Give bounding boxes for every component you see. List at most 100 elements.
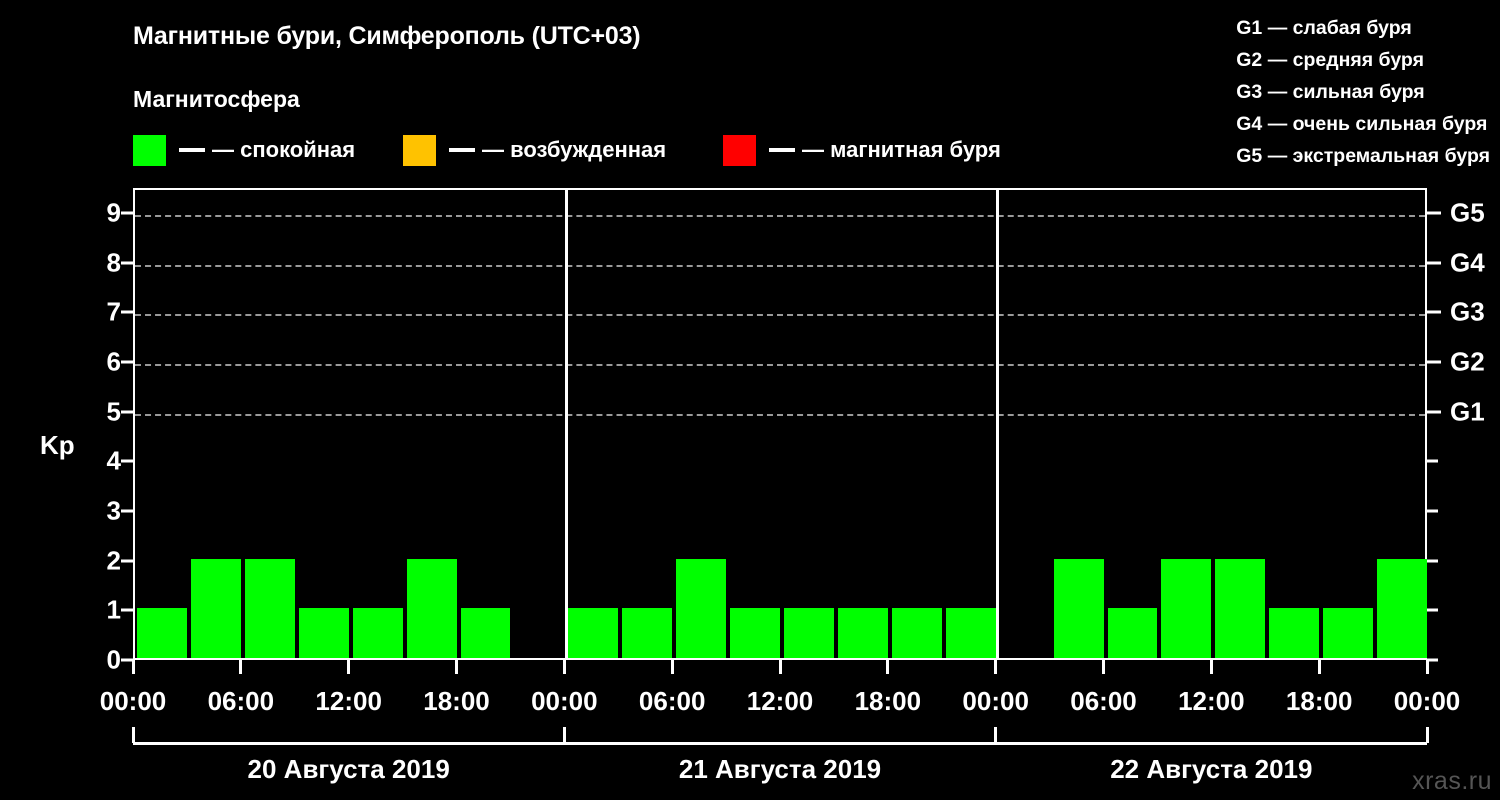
bar-slot[interactable] — [1321, 190, 1375, 658]
day-panel — [998, 190, 1429, 658]
g-tick-mark-minor — [1427, 658, 1438, 662]
y-tick-mark — [121, 410, 133, 414]
kp-bar[interactable] — [406, 558, 457, 658]
date-bracket — [564, 742, 996, 745]
y-tick-label: 2 — [106, 545, 121, 576]
x-tick-label: 06:00 — [1070, 686, 1137, 716]
date-bracket-tick — [562, 727, 566, 743]
g-tick-label: G3 — [1450, 296, 1485, 327]
y-tick-mark — [121, 559, 133, 563]
legend-dash-icon — [449, 148, 475, 152]
bar-slot[interactable] — [1375, 190, 1429, 658]
date-bracket — [133, 742, 565, 745]
x-tick-label: 12:00 — [315, 686, 382, 716]
kp-bar[interactable] — [1323, 608, 1374, 658]
g-tick-mark — [1427, 261, 1441, 265]
legend-dash-icon — [769, 148, 795, 152]
unsettled-swatch — [403, 134, 436, 166]
y-tick-label: 1 — [106, 594, 121, 625]
bar-slot[interactable] — [297, 190, 351, 658]
kp-bar[interactable] — [137, 608, 187, 658]
g-tick-mark — [1427, 211, 1441, 215]
storm-scale-g4: G4 — очень сильная буря — [1236, 113, 1488, 135]
legend-label-calm: — спокойная — [212, 137, 356, 162]
date-bracket-tick — [994, 727, 998, 743]
bar-slot[interactable] — [512, 190, 566, 658]
g-tick-mark — [1427, 410, 1441, 414]
legend-label-unsettled: — возбужденная — [482, 137, 667, 162]
kp-bar[interactable] — [622, 608, 673, 658]
date-label: 21 Августа 2019 — [678, 754, 882, 784]
bar-slot[interactable] — [1052, 190, 1106, 658]
kp-bar[interactable] — [1107, 608, 1158, 658]
bar-slot[interactable] — [566, 190, 620, 658]
y-tick-label: 0 — [106, 644, 121, 675]
day-separator — [996, 190, 1000, 658]
x-tick-mark — [1102, 660, 1105, 674]
gridline — [135, 363, 1425, 366]
kp-bar[interactable] — [676, 558, 727, 658]
watermark: xras.ru — [1412, 767, 1492, 795]
bar-slot[interactable] — [405, 190, 459, 658]
y-tick-mark — [121, 360, 133, 364]
kp-bar[interactable] — [1161, 558, 1212, 658]
kp-bar[interactable] — [945, 608, 996, 658]
kp-bar[interactable] — [460, 608, 511, 658]
bar-slot[interactable] — [782, 190, 836, 658]
bar-slot[interactable] — [890, 190, 944, 658]
kp-bar[interactable] — [891, 608, 942, 658]
y-tick-label: 3 — [106, 495, 121, 526]
x-tick-label: 06:00 — [638, 686, 706, 716]
legend-dash-icon — [179, 148, 205, 152]
storm-scale-legend: G1 — слабая буря G2 — средняя буря G3 — … — [1236, 12, 1490, 172]
x-tick-mark — [1209, 660, 1213, 674]
kp-bar[interactable] — [1053, 558, 1104, 658]
x-tick-label: 18:00 — [854, 686, 922, 716]
g-tick-label: G1 — [1450, 396, 1485, 427]
legend-label-storm: — магнитная буря — [802, 137, 1001, 162]
kp-bar[interactable] — [837, 608, 888, 658]
kp-bar[interactable] — [298, 608, 349, 658]
kp-bar[interactable] — [784, 608, 834, 658]
storm-scale-g3: G3 — сильная буря — [1236, 81, 1425, 103]
bar-slot[interactable] — [459, 190, 513, 658]
g-tick-mark-minor — [1427, 509, 1438, 513]
kp-bar[interactable] — [244, 558, 295, 658]
bar-slot[interactable] — [351, 190, 405, 658]
x-tick-label: 00:00 — [531, 686, 598, 716]
bar-slot[interactable] — [836, 190, 890, 658]
bar-slot[interactable] — [1213, 190, 1267, 658]
gridline — [135, 314, 1425, 317]
kp-bar[interactable] — [730, 608, 781, 658]
bar-slot[interactable] — [944, 190, 998, 658]
kp-bar[interactable] — [1377, 558, 1428, 658]
bar-slot[interactable] — [1267, 190, 1321, 658]
kp-bar[interactable] — [352, 608, 403, 658]
kp-bar[interactable] — [568, 608, 619, 658]
bar-slot[interactable] — [620, 190, 674, 658]
bar-slot[interactable] — [1159, 190, 1213, 658]
calm-swatch — [133, 134, 166, 166]
kp-bar[interactable] — [190, 558, 241, 658]
x-tick-label: 00:00 — [99, 686, 167, 716]
bar-slot[interactable] — [243, 190, 297, 658]
x-tick-mark — [131, 660, 135, 674]
y-tick-label: 9 — [106, 197, 121, 228]
kp-bar[interactable] — [1269, 608, 1320, 658]
bar-slot[interactable] — [189, 190, 243, 658]
bar-slot[interactable] — [998, 190, 1052, 658]
g-tick-mark-minor — [1427, 559, 1438, 563]
legend-item-unsettled: — возбужденная — [403, 133, 666, 167]
g-tick-mark-minor — [1427, 459, 1438, 463]
chart-plot-area — [133, 188, 1429, 660]
bar-slot[interactable] — [674, 190, 728, 658]
bar-slot[interactable] — [728, 190, 782, 658]
bar-slot[interactable] — [1106, 190, 1160, 658]
date-bracket-tick — [1425, 727, 1429, 743]
x-tick-mark — [239, 660, 243, 674]
x-tick-mark — [1425, 660, 1429, 674]
x-tick-mark — [886, 660, 890, 674]
kp-bar[interactable] — [1215, 558, 1266, 658]
x-tick-label: 00:00 — [1393, 686, 1461, 716]
bar-slot[interactable] — [135, 190, 189, 658]
